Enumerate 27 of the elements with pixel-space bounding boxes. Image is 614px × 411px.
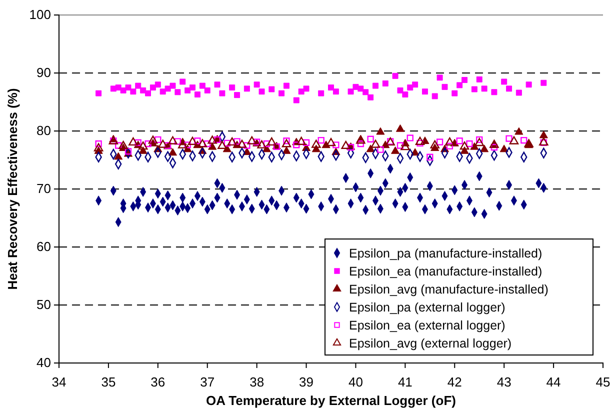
x-tick-label: 40 [348,374,363,390]
y-tick-label: 40 [36,355,51,370]
y-tick-label: 70 [36,181,51,196]
x-tick-label: 37 [200,374,215,390]
x-tick-label: 45 [596,374,610,390]
y-axis-title: Heat Recovery Effectiveness (%) [5,88,20,290]
x-tick-label: 34 [52,374,66,390]
x-tick-label: 38 [250,374,264,390]
y-tick-label: 100 [29,7,51,22]
y-tick-label: 80 [36,123,51,138]
x-tick-label: 41 [398,374,412,390]
x-tick-label: 42 [447,374,462,390]
legend-label: Epsilon_avg (manufacture-installed) [349,282,548,296]
legend-label: Epsilon_ea (manufacture-installed) [349,264,542,278]
x-tick-label: 43 [496,374,512,390]
y-tick-label: 90 [36,65,51,80]
y-tick-label: 50 [36,297,51,312]
x-tick-label: 35 [101,374,116,390]
x-axis-title: OA Temperature by External Logger (oF) [206,393,456,408]
legend-label: Epsilon_ea (external logger) [349,318,506,332]
y-tick-label: 60 [36,239,51,254]
legend-label: Epsilon_pa (external logger) [349,300,506,314]
x-tick-label: 39 [299,374,314,390]
x-tick-label: 44 [546,374,561,390]
legend-label: Epsilon_pa (manufacture-installed) [349,246,542,260]
legend-label: Epsilon_avg (external logger) [349,336,512,350]
x-tick-label: 36 [150,374,166,390]
